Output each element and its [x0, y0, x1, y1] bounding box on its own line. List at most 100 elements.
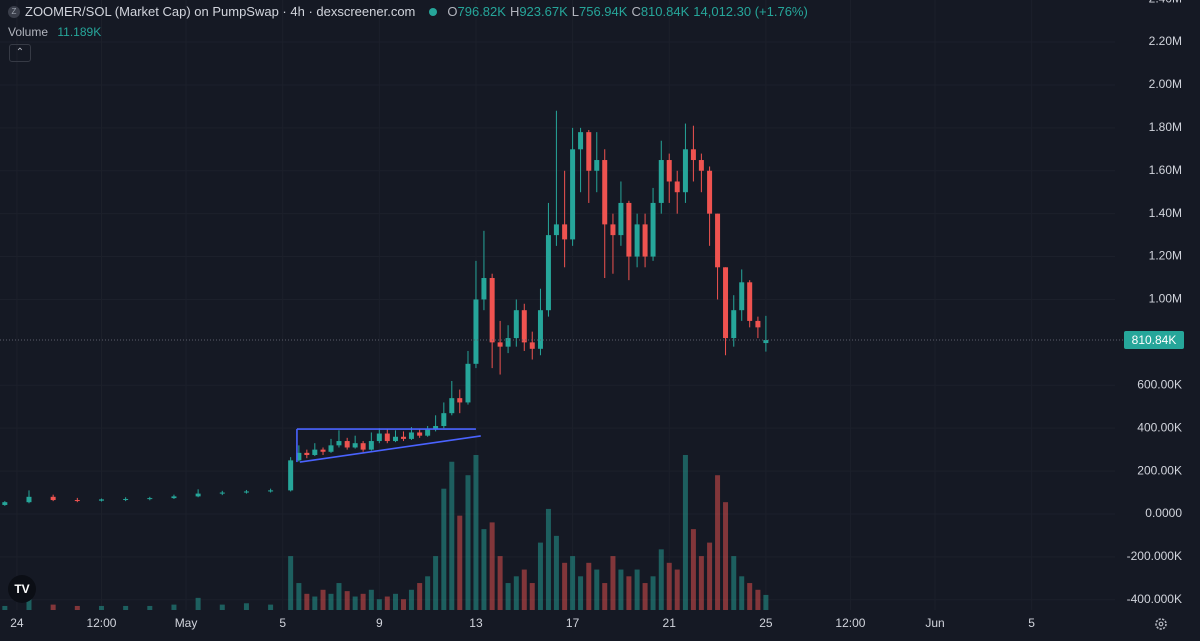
- candle-body: [707, 170, 713, 214]
- candle-body: [666, 160, 672, 182]
- candle-body: [602, 160, 608, 225]
- candle-body: [268, 490, 274, 492]
- candle-body: [610, 224, 616, 236]
- volume-bar: [147, 605, 153, 610]
- volume-bar: [497, 556, 503, 610]
- volume-bar: [473, 455, 479, 610]
- volume-bar: [698, 556, 704, 610]
- volume-bar: [521, 569, 527, 610]
- x-tick-label: 13: [469, 616, 483, 630]
- candle-body: [123, 498, 129, 500]
- candle-body: [642, 224, 648, 257]
- tv-logo[interactable]: TV: [8, 575, 36, 603]
- volume-bar: [545, 508, 551, 610]
- candle-body: [147, 498, 153, 500]
- y-tick-label: 2.00M: [1149, 77, 1182, 91]
- candle-body: [553, 224, 559, 236]
- volume-bar: [425, 576, 431, 610]
- volume-bar: [2, 605, 8, 610]
- volume-bar: [417, 583, 423, 610]
- volume-bar: [570, 556, 576, 610]
- x-tick-label: May: [175, 616, 198, 630]
- candle-body: [658, 160, 664, 203]
- x-tick-label: 21: [663, 616, 677, 630]
- volume-value: 11.189K: [57, 25, 102, 39]
- candle-body: [400, 436, 406, 439]
- price-label: 810.84K: [1132, 333, 1177, 347]
- candle-body: [521, 310, 527, 343]
- candle-body: [304, 452, 310, 455]
- candle-body: [441, 413, 447, 427]
- volume-bar: [562, 562, 568, 610]
- volume-bar: [393, 593, 399, 610]
- candle-body: [747, 282, 753, 321]
- candle-body: [74, 500, 80, 502]
- candle-body: [626, 202, 632, 257]
- volume-bar: [288, 556, 294, 610]
- volume-bar: [618, 569, 624, 610]
- volume-bar: [296, 583, 302, 610]
- candle-body: [368, 441, 374, 450]
- candle-body: [2, 502, 8, 505]
- candle-body: [690, 149, 696, 161]
- x-tick-label: 12:00: [835, 616, 865, 630]
- candle-body: [465, 363, 471, 403]
- candle-body: [219, 492, 225, 494]
- svg-text:TV: TV: [14, 582, 29, 596]
- volume-bar: [537, 542, 543, 610]
- volume-bar: [747, 583, 753, 610]
- candle-body: [243, 491, 249, 493]
- candle-body: [98, 499, 104, 501]
- volume-bar: [690, 529, 696, 610]
- volume-bar: [171, 604, 177, 610]
- candle-body: [352, 443, 358, 448]
- candle-body: [360, 443, 366, 450]
- candle-body: [698, 160, 704, 171]
- candle-body: [650, 202, 656, 257]
- y-tick-label: 1.80M: [1149, 120, 1182, 134]
- candle-body: [570, 149, 576, 240]
- candle-body: [481, 278, 487, 300]
- volume-bar: [489, 522, 495, 610]
- trend-line: [299, 435, 481, 463]
- volume-bar: [707, 542, 713, 610]
- candle-body: [433, 426, 439, 430]
- candle-body: [497, 342, 503, 347]
- x-tick-label: Jun: [925, 616, 944, 630]
- candle-body: [457, 398, 463, 403]
- price-tag: [1124, 331, 1184, 350]
- status-dot: [429, 7, 438, 16]
- volume-bar: [723, 502, 729, 610]
- volume-bar: [433, 556, 439, 610]
- candle-body: [312, 449, 318, 455]
- volume-bar: [674, 569, 680, 610]
- y-tick-label: 2.20M: [1149, 34, 1182, 48]
- y-tick-label: 600.00K: [1137, 377, 1182, 391]
- candle-body: [594, 160, 600, 171]
- collapse-button[interactable]: ⌃: [9, 44, 31, 62]
- ohlc-value: 923.67K: [519, 4, 568, 19]
- volume-bar: [219, 604, 225, 610]
- ohlc-value: 756.94K: [579, 4, 628, 19]
- candle-body: [586, 132, 592, 171]
- candle-body: [739, 282, 745, 311]
- volume-bar: [26, 599, 32, 610]
- volume-bar: [457, 515, 463, 610]
- volume-bar: [243, 603, 249, 610]
- volume-bar: [505, 583, 511, 610]
- volume-bar: [763, 594, 769, 610]
- candle-body: [50, 496, 56, 501]
- volume-bar: [320, 589, 326, 610]
- volume-bar: [586, 562, 592, 610]
- candle-body: [505, 338, 511, 347]
- volume-bar: [465, 475, 471, 610]
- x-tick-label: 12:00: [86, 616, 116, 630]
- settings-icon[interactable]: [1155, 618, 1167, 630]
- token-icon: Z: [8, 5, 20, 18]
- candle-body: [195, 493, 201, 497]
- x-tick-label: 5: [279, 616, 286, 630]
- volume-bar: [529, 583, 535, 610]
- candle-body: [634, 224, 640, 257]
